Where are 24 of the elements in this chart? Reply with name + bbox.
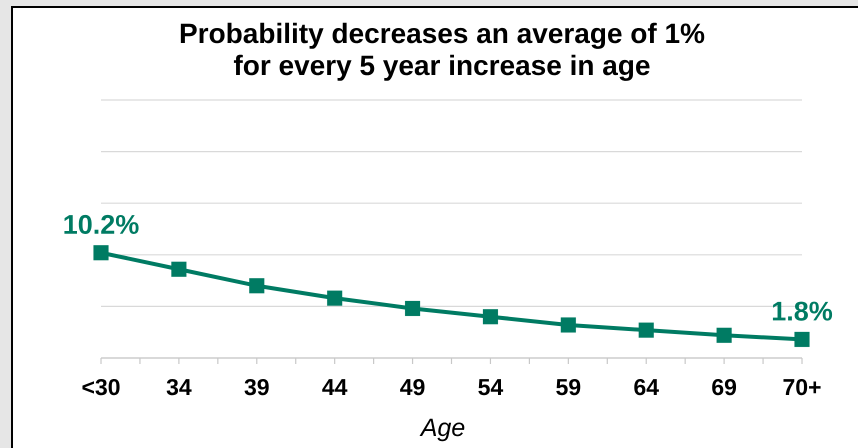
x-tick-label: 64 bbox=[634, 378, 659, 396]
point bbox=[249, 278, 264, 294]
x-tick-label: 34 bbox=[166, 378, 192, 396]
point bbox=[405, 300, 420, 316]
x-tick-label: 39 bbox=[244, 378, 269, 396]
x-axis-title: Age bbox=[420, 418, 464, 442]
x-tick-label: 44 bbox=[322, 379, 348, 395]
point bbox=[638, 322, 654, 338]
data-label: 1.8% bbox=[772, 302, 832, 321]
point bbox=[171, 262, 186, 277]
x-tick-label: 70+ bbox=[783, 378, 821, 396]
x-tick-label: 69 bbox=[712, 378, 736, 396]
x-tick-label: 59 bbox=[556, 378, 580, 396]
x-tick-label: <30 bbox=[82, 378, 120, 396]
x-tick-label: 54 bbox=[478, 379, 504, 396]
x-tick-label: 49 bbox=[400, 378, 424, 396]
point bbox=[327, 290, 342, 306]
point bbox=[794, 332, 810, 347]
point bbox=[93, 245, 109, 260]
point bbox=[482, 309, 498, 324]
data-label: 10.2% bbox=[64, 214, 139, 234]
chart-title: Probability decreases an average of 1% for every 5 year increase in age bbox=[180, 22, 704, 81]
point bbox=[716, 328, 732, 343]
point bbox=[560, 317, 576, 333]
